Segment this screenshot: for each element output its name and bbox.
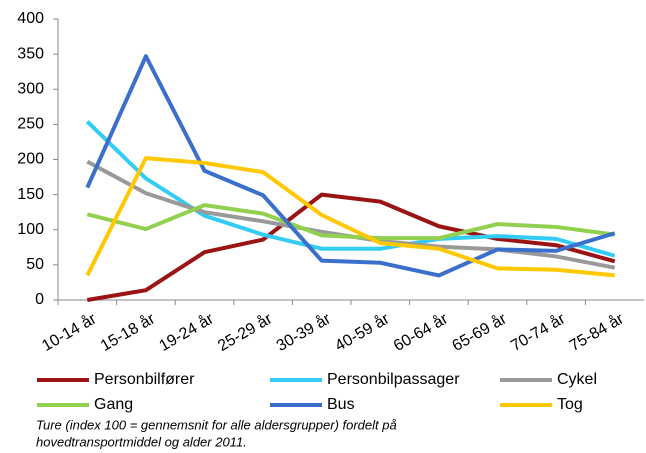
legend-label: Personbilpassager — [327, 371, 460, 388]
y-tick-label: 200 — [17, 151, 44, 168]
legend-label: Bus — [327, 396, 355, 413]
caption: hovedtransportmiddel og alder 2011. — [36, 434, 247, 449]
legend-label: Gang — [94, 396, 133, 413]
series-line — [86, 203, 615, 241]
x-tick-label: 60-64 år — [390, 309, 451, 355]
y-tick-label: 50 — [26, 256, 44, 273]
x-tick-label: 15-18 år — [97, 309, 158, 355]
legend-label: Personbilfører — [94, 371, 195, 388]
x-tick-label: 25-29 år — [215, 309, 276, 355]
y-tick-label: 0 — [35, 291, 44, 308]
y-tick-label: 250 — [17, 116, 44, 133]
x-tick-label: 40-59 år — [332, 309, 393, 355]
x-tick-label: 10-14 år — [39, 309, 100, 355]
series-line — [85, 120, 616, 258]
y-tick-label: 100 — [17, 221, 44, 238]
y-tick-label: 300 — [17, 80, 44, 97]
y-tick-label: 150 — [17, 186, 44, 203]
series-line — [85, 156, 615, 278]
x-tick-label: 30-39 år — [273, 309, 334, 355]
x-tick-label: 75-84 år — [566, 309, 627, 355]
caption: Ture (index 100 = gennemsnit for alle al… — [36, 417, 397, 432]
legend-label: Cykel — [557, 371, 597, 388]
y-tick-label: 350 — [17, 45, 44, 62]
x-tick-label: 65-69 år — [449, 309, 510, 355]
series-line — [86, 192, 616, 302]
x-tick-label: 19-24 år — [156, 309, 217, 355]
y-tick-label: 400 — [17, 10, 44, 27]
legend-label: Tog — [557, 396, 583, 413]
series-line — [85, 54, 616, 278]
x-tick-label: 70-74 år — [508, 309, 569, 355]
